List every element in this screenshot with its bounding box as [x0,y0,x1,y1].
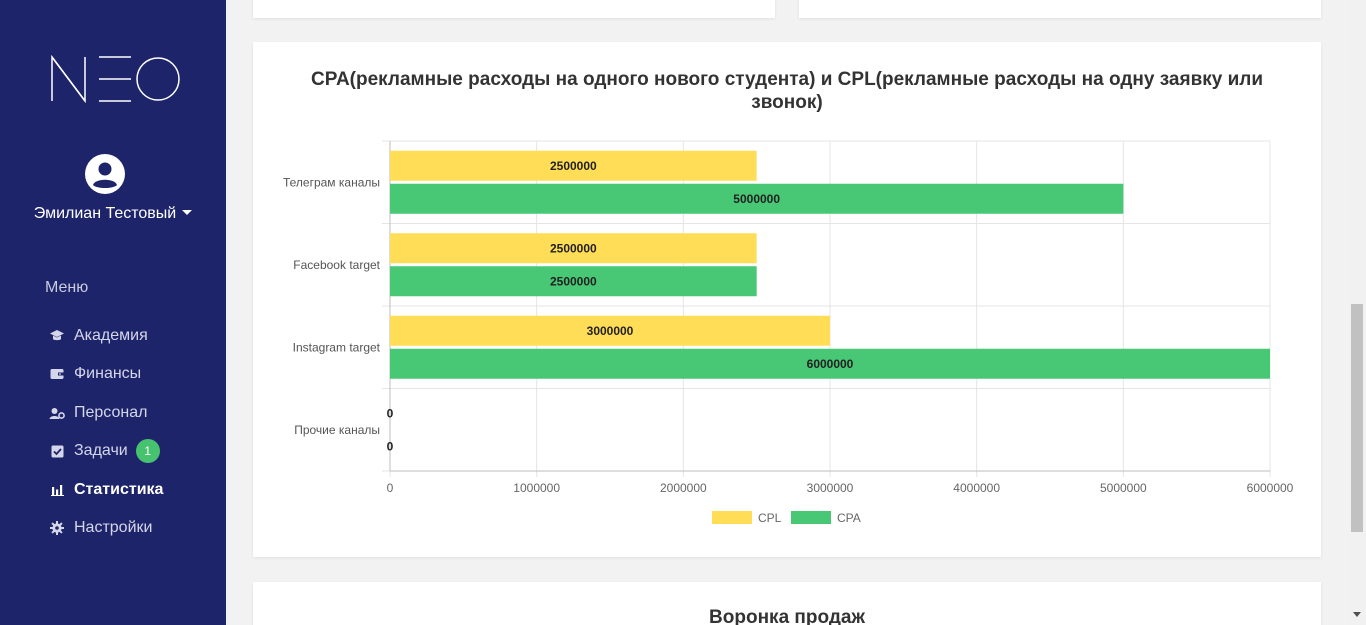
graduation-cap-icon [48,327,66,345]
bar-data-label: 2500000 [550,241,597,255]
gear-icon [48,519,66,537]
summary-card-right [799,0,1321,18]
x-tick-label: 4000000 [953,481,1000,495]
bar-data-label: 0 [387,406,394,420]
bar-data-label: 3000000 [587,324,634,338]
bar-data-label: 2500000 [550,159,597,173]
chart-title: CPA(рекламные расходы на одного нового с… [310,69,1264,113]
sidebar-item-label: Финансы [74,365,142,382]
sidebar-item-statistics[interactable]: Статистика [48,478,163,502]
sidebar-item-label: Академия [74,327,148,344]
check-square-icon [48,442,66,460]
bar-cpa [390,266,757,297]
bar-chart-icon [48,481,66,499]
bar-cpl [390,150,757,181]
bar-data-label: 0 [387,439,394,453]
sidebar-item-academy[interactable]: Академия [48,324,148,348]
x-tick-label: 0 [387,481,394,495]
caret-down-icon [182,209,193,215]
x-tick-label: 3000000 [807,481,854,495]
legend-swatch-cpl [712,511,752,524]
tasks-count-badge: 1 [135,439,160,463]
menu-heading: Меню [45,279,89,296]
user-menu-toggle[interactable]: Эмилиан Тестовый [0,205,226,223]
bar-cpl [390,233,757,264]
user-avatar-icon[interactable] [85,154,125,194]
funnel-title: Воронка продаж [709,607,865,625]
users-cog-icon [48,404,66,422]
sidebar: Эмилиан Тестовый Меню Академия Финансы П… [0,0,226,625]
bar-data-label: 6000000 [807,357,854,371]
sidebar-item-label: Статистика [74,481,164,498]
bar-data-label: 5000000 [733,192,780,206]
scrollbar-thumb[interactable] [1351,304,1363,532]
bar-cpl [390,315,830,346]
sidebar-item-label: Персонал [74,404,148,421]
cpa-cpl-bar-chart: 0 1000000 2000000 3000000 4000000 5000000 6000… [283,140,1294,525]
x-tick-label: 2000000 [660,481,707,495]
y-category-label: Instagram target [293,340,381,354]
cpa-cpl-chart-card: CPA(рекламные расходы на одного нового с… [253,42,1321,557]
bar-cpa [390,348,1270,379]
legend-swatch-cpa [791,511,831,524]
scroll-down-arrow-icon[interactable] [1353,612,1361,617]
x-tick-label: 5000000 [1100,481,1147,495]
user-name: Эмилиан Тестовый [33,205,177,222]
neo-logo [51,55,180,103]
bar-cpa [390,183,1124,214]
sales-funnel-card: Воронка продаж [253,582,1321,625]
sidebar-item-staff[interactable]: Персонал [48,401,147,425]
y-category-label: Телеграм каналы [283,175,380,189]
sidebar-item-settings[interactable]: Настройки [48,516,152,540]
sidebar-item-finance[interactable]: Финансы [48,362,141,386]
x-tick-label: 6000000 [1247,481,1294,495]
y-category-label: Facebook target [293,258,380,272]
y-category-label: Прочие каналы [294,423,380,437]
x-tick-label: 1000000 [513,481,560,495]
summary-card-left [253,0,775,18]
bar-data-label: 2500000 [550,274,597,288]
sidebar-item-label: Настройки [74,519,153,536]
sidebar-item-tasks[interactable]: Задачи 1 [48,439,160,463]
wallet-icon [48,365,66,383]
page-scrollbar[interactable] [1349,0,1366,625]
legend-label: CPL [758,511,782,525]
sidebar-item-label: Задачи [74,442,128,459]
legend-label: CPA [837,511,861,525]
